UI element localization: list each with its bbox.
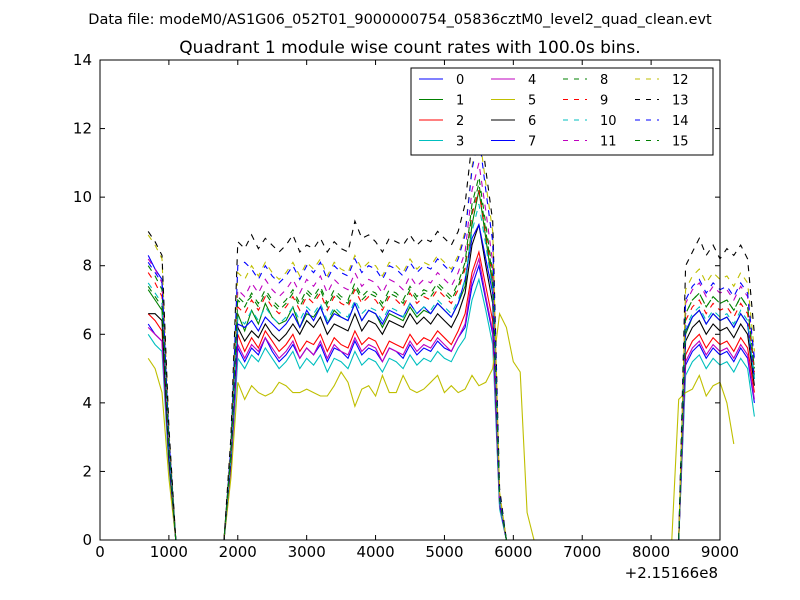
y-tick-label: 8 — [82, 257, 92, 275]
legend-label-14: 14 — [672, 114, 689, 129]
x-tick-label: 4000 — [356, 543, 394, 561]
x-tick-label: 8000 — [632, 543, 670, 561]
x-tick-label: 5000 — [425, 543, 463, 561]
x-tick-label: 1000 — [150, 543, 188, 561]
legend-label-1: 1 — [456, 94, 464, 109]
legend-label-4: 4 — [528, 73, 536, 88]
suptitle: Data file: modeM0/AS1G06_052T01_90000007… — [88, 12, 712, 28]
legend-label-9: 9 — [600, 94, 608, 109]
x-tick-label: 0 — [95, 543, 105, 561]
y-tick-label: 0 — [82, 531, 92, 549]
y-tick-label: 4 — [82, 394, 92, 412]
series-line-9 — [147, 190, 755, 541]
series-line-0 — [147, 263, 755, 541]
legend-box — [410, 67, 714, 156]
legend-label-5: 5 — [528, 94, 536, 109]
chart-title: Quadrant 1 module wise count rates with … — [179, 38, 640, 58]
legend-label-3: 3 — [456, 135, 464, 150]
y-tick-label: 14 — [73, 51, 92, 69]
y-tick-label: 10 — [73, 188, 92, 206]
series-line-12 — [147, 131, 755, 541]
series-line-10 — [147, 203, 755, 541]
x-tick-label: 2000 — [219, 543, 257, 561]
plot-lines — [147, 114, 755, 541]
x-offset-label: +2.15166e8 — [625, 564, 718, 582]
x-tick-label: 3000 — [288, 543, 326, 561]
legend-label-12: 12 — [672, 73, 689, 88]
x-tick-label: 7000 — [563, 543, 601, 561]
series-line-2 — [147, 249, 755, 541]
legend-label-0: 0 — [456, 73, 464, 88]
y-tick-label: 2 — [82, 462, 92, 480]
series-line-15 — [147, 183, 755, 541]
legend-label-10: 10 — [600, 114, 617, 129]
x-tick-label: 6000 — [494, 543, 532, 561]
y-tick-label: 12 — [73, 120, 92, 138]
y-tick-label: 6 — [82, 325, 92, 343]
legend-label-6: 6 — [528, 114, 536, 129]
series-line-8 — [147, 176, 755, 541]
axis-ticks: 0 1000 2000 3000 4000 5000 6000 7000 8000 9000 0 2 4… — [73, 51, 739, 561]
legend-label-2: 2 — [456, 114, 464, 129]
legend-label-13: 13 — [672, 94, 689, 109]
legend-label-15: 15 — [672, 135, 689, 150]
x-tick-label: 9000 — [701, 543, 739, 561]
legend-label-11: 11 — [600, 135, 617, 150]
plot-frame — [99, 59, 721, 541]
legend-label-8: 8 — [600, 73, 608, 88]
legend-label-7: 7 — [528, 135, 536, 150]
